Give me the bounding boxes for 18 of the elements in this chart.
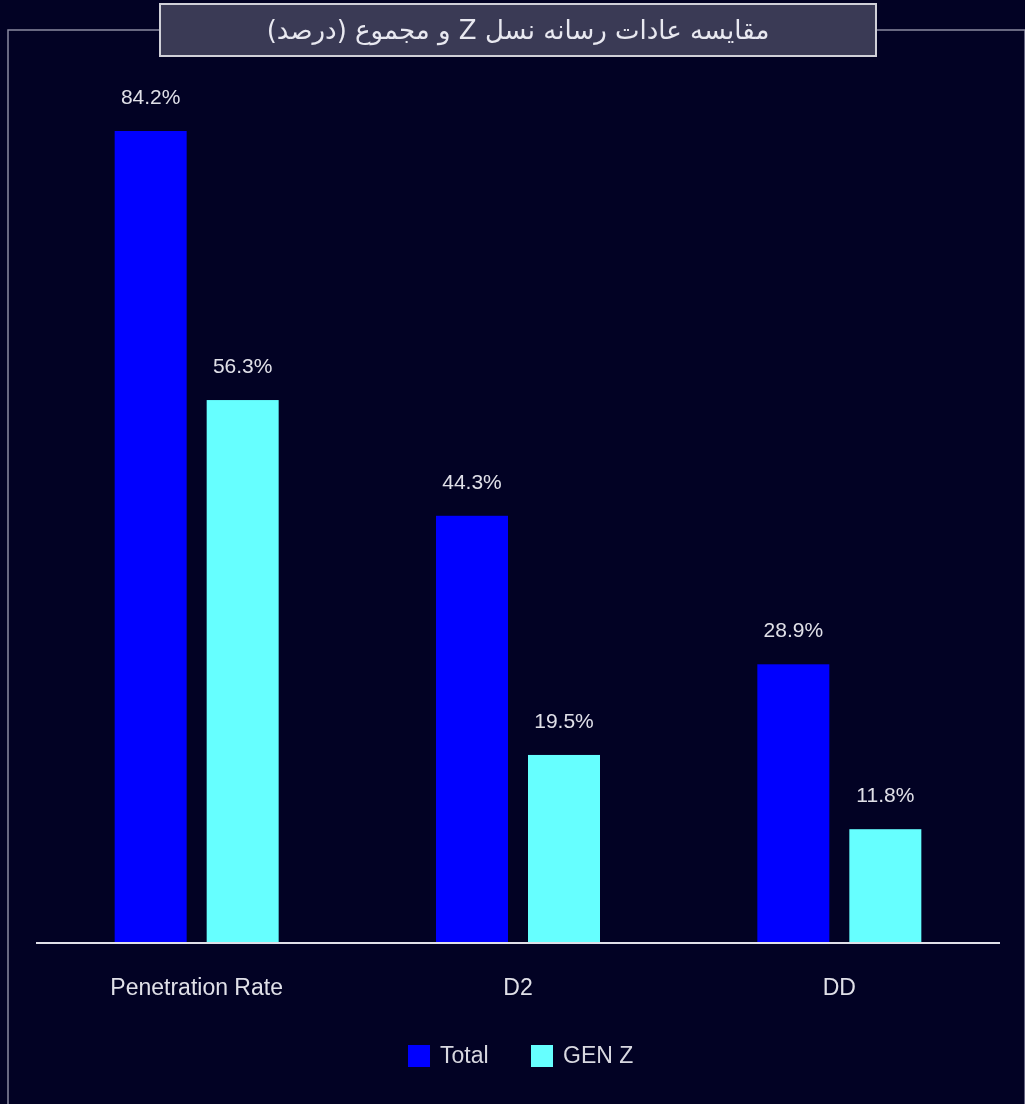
data-label: 56.3%: [212, 354, 273, 378]
x-tick-label: DD: [822, 974, 856, 1000]
bar: [757, 664, 830, 943]
x-tick-label: Penetration Rate: [110, 974, 283, 1000]
chart-title: مقایسه عادات رسانه نسل Z و مجموع (درصد): [266, 15, 770, 46]
data-label: 19.5%: [534, 708, 594, 732]
data-label: 11.8%: [856, 783, 915, 807]
data-label: 84.2%: [120, 85, 181, 108]
bar: [114, 131, 187, 943]
data-label: 28.9%: [763, 618, 824, 642]
bar: [206, 400, 279, 943]
data-label: 44.3%: [442, 469, 502, 493]
bar: [849, 829, 922, 943]
legend-label: GEN Z: [563, 1042, 634, 1068]
bar: [436, 515, 508, 943]
x-tick-label: D2: [503, 974, 533, 1000]
legend-label: Total: [440, 1042, 489, 1068]
bar: [528, 754, 600, 943]
